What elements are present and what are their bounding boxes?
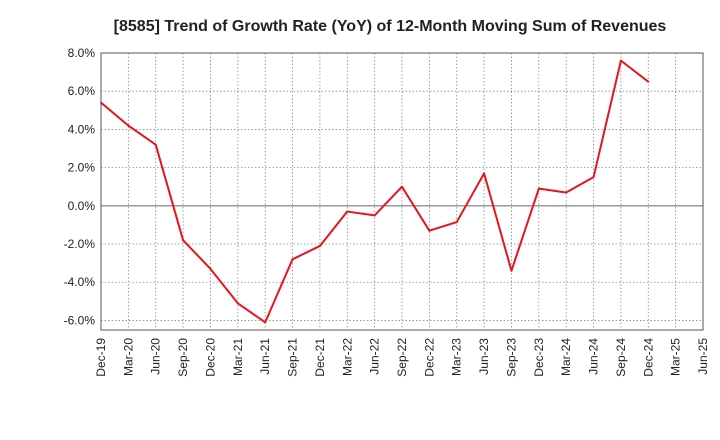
x-tick-label: Mar-20: [121, 338, 135, 376]
chart-title: [8585] Trend of Growth Rate (YoY) of 12-…: [114, 18, 667, 35]
x-tick-label: Sep-23: [504, 338, 518, 377]
x-tick-label: Jun-21: [258, 338, 272, 375]
data-point: [619, 59, 622, 62]
x-tick-label: Dec-23: [532, 338, 546, 377]
y-tick-label: 4.0%: [68, 122, 96, 136]
grid: [101, 52, 703, 330]
x-tick-label: Sep-22: [395, 338, 409, 377]
x-tick-label: Jun-20: [149, 338, 163, 375]
x-tick-label: Dec-20: [203, 338, 217, 377]
y-tick-label: 8.0%: [68, 46, 96, 60]
data-point: [154, 143, 157, 146]
x-tick-label: Sep-24: [614, 338, 628, 377]
x-tick-label: Mar-25: [669, 338, 683, 376]
data-point: [401, 185, 403, 188]
x-tick-label: Dec-22: [422, 338, 436, 377]
x-tick-label: Mar-21: [231, 338, 245, 376]
y-axis: 8.0% 6.0% 4.0% 2.0% 0.0% -2.0% -4.0% -6.0%: [64, 46, 96, 327]
y-tick-label: -6.0%: [64, 313, 96, 327]
data-point: [647, 80, 650, 83]
data-point: [592, 176, 595, 179]
x-tick-label: Jun-23: [477, 338, 491, 375]
x-tick-label: Mar-22: [340, 338, 354, 376]
data-point: [127, 124, 130, 127]
data-point: [182, 239, 185, 242]
x-tick-label: Dec-24: [641, 338, 655, 377]
data-point: [291, 258, 294, 261]
x-tick-label: Dec-21: [313, 338, 327, 377]
data-point: [346, 210, 349, 213]
y-tick-label: -2.0%: [64, 237, 96, 251]
x-tick-label: Mar-23: [450, 338, 464, 376]
data-point: [318, 244, 321, 247]
y-tick-label: -4.0%: [64, 275, 96, 289]
data-point: [236, 302, 239, 305]
data-point: [565, 191, 568, 194]
data-point: [510, 269, 513, 272]
x-tick-label: Mar-24: [559, 338, 573, 376]
x-tick-label: Jun-22: [368, 338, 382, 375]
x-tick-label: Jun-24: [587, 338, 601, 375]
x-tick-label: Jun-25: [696, 338, 710, 375]
x-tick-label: Sep-21: [286, 338, 300, 377]
plot-frame: [100, 52, 704, 331]
y-tick-label: 2.0%: [68, 161, 96, 175]
data-point: [483, 172, 486, 175]
y-tick-label: 6.0%: [68, 84, 96, 98]
y-tick-label: 0.0%: [68, 199, 96, 213]
data-point: [537, 187, 540, 190]
x-tick-label: Dec-19: [94, 338, 108, 377]
data-point: [264, 321, 267, 324]
data-point: [209, 267, 212, 270]
data-point: [428, 229, 431, 232]
x-tick-label: Sep-20: [176, 338, 190, 377]
x-axis: Dec-19 Mar-20 Jun-20 Sep-20 Dec-20 Mar-21 Jun-…: [94, 338, 710, 377]
data-point: [455, 221, 458, 224]
data-point: [373, 214, 376, 217]
